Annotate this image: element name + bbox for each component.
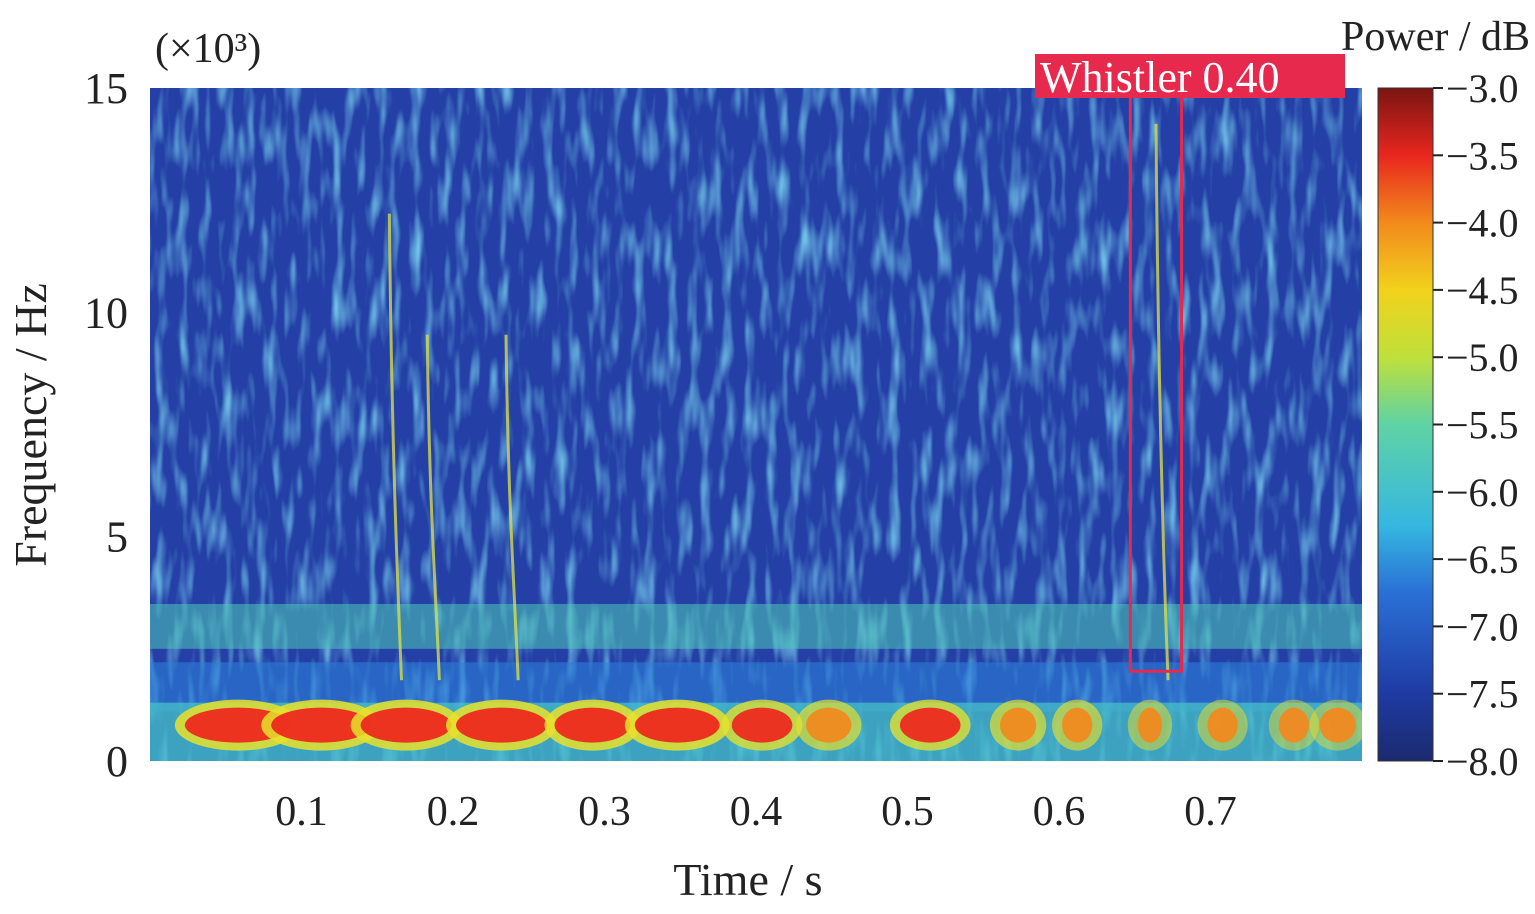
y-tick-label: 5 (106, 513, 128, 562)
band-2-3khz (150, 603, 1362, 649)
low-band-blob (554, 707, 631, 743)
low-band-blob (805, 707, 852, 743)
colorbar-tick-label: −7.5 (1446, 672, 1519, 717)
colorbar-tick-label: −3.5 (1446, 133, 1519, 178)
low-band-blob (456, 707, 547, 743)
colorbar-tick-label: −6.0 (1446, 470, 1519, 515)
colorbar-ticks: −3.0 −3.5 −4.0 −4.5 −5.0 −5.5 −6.0 −6.5 −7.0 −7.5… (1433, 66, 1519, 784)
whistler-label: Whistler 0.40 (1040, 53, 1280, 102)
y-axis-label: Frequency / Hz (5, 283, 56, 567)
colorbar-tick-label: −6.5 (1446, 537, 1519, 582)
colorbar-tick-label: −5.5 (1446, 403, 1519, 448)
low-band-blob (1278, 707, 1309, 743)
spectrogram-plot-area: Whistler 0.40 (150, 53, 1362, 761)
low-band-blob (1062, 707, 1093, 743)
colorbar: Power / dB −3.0−3.5−4.0−4.5−5.0−5.5−6.0−… (1341, 14, 1530, 784)
annotation-layer: Whistler 0.40 (1035, 53, 1345, 673)
y-tick-label: 15 (84, 64, 128, 113)
x-axis-label: Time / s (673, 854, 822, 905)
x-tick-label: 0.2 (427, 789, 480, 835)
low-band-blob (731, 707, 793, 743)
whistler-trace (1154, 123, 1170, 681)
colorbar-tick-label: −7.0 (1446, 604, 1519, 649)
whistler-trace (425, 334, 441, 681)
whistler-trace (504, 334, 520, 681)
y-tick-label: 10 (84, 288, 128, 337)
colorbar-gradient (1377, 87, 1434, 762)
whistler-label-background (1035, 54, 1345, 98)
low-band-blob (1207, 707, 1238, 743)
low-band-blob (1137, 707, 1163, 743)
low-band-blob (999, 707, 1037, 743)
x-tick-label: 0.6 (1033, 789, 1086, 835)
x-tick-label: 0.1 (275, 789, 328, 835)
colorbar-tick-label: −4.0 (1446, 201, 1519, 246)
colorbar-tick-label: −3.0 (1446, 66, 1519, 111)
low-band-blob (271, 707, 372, 743)
low-band-blob (634, 707, 720, 743)
colorbar-tick-label: −5.0 (1446, 335, 1519, 380)
low-band-blob (360, 707, 452, 743)
colorbar-label: Power / dB (1341, 14, 1530, 60)
low-band-blob (1319, 707, 1356, 743)
y-axis: 0 5 10 15 (84, 64, 128, 786)
low-band-blob (184, 707, 291, 743)
x-axis: 0.1 0.2 0.3 0.4 0.5 0.6 0.7 (275, 789, 1237, 835)
y-multiplier: (×10³) (155, 26, 261, 72)
whistler-trace (387, 213, 403, 681)
x-tick-label: 0.3 (578, 789, 631, 835)
x-tick-label: 0.7 (1184, 789, 1237, 835)
x-tick-label: 0.4 (730, 789, 783, 835)
colorbar-tick-label: −4.5 (1446, 268, 1519, 313)
colorbar-tick-label: −8.0 (1446, 739, 1519, 784)
x-tick-label: 0.5 (881, 789, 934, 835)
y-tick-label: 0 (106, 737, 128, 786)
low-band-blob (899, 707, 961, 743)
